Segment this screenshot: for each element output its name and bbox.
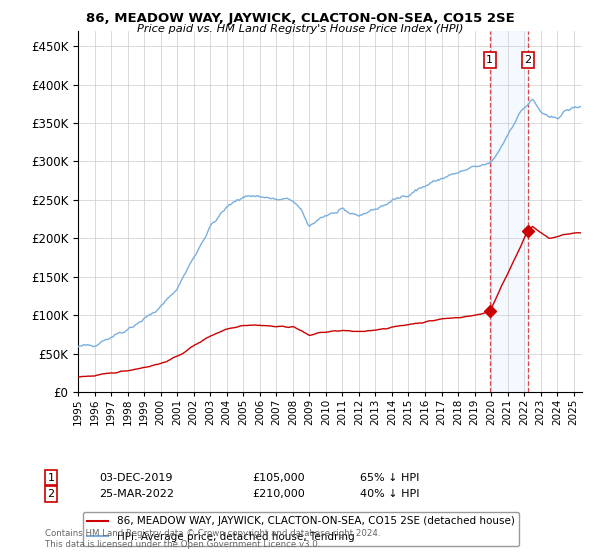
Text: Contains HM Land Registry data © Crown copyright and database right 2024.
This d: Contains HM Land Registry data © Crown c…	[45, 529, 380, 549]
Text: £210,000: £210,000	[252, 489, 305, 499]
Text: 40% ↓ HPI: 40% ↓ HPI	[360, 489, 419, 499]
Text: 65% ↓ HPI: 65% ↓ HPI	[360, 473, 419, 483]
Bar	[490, 31, 528, 392]
Text: 2: 2	[47, 489, 55, 499]
Legend: 86, MEADOW WAY, JAYWICK, CLACTON-ON-SEA, CO15 2SE (detached house), HPI: Average: 86, MEADOW WAY, JAYWICK, CLACTON-ON-SEA,…	[83, 512, 518, 545]
Text: 03-DEC-2019: 03-DEC-2019	[99, 473, 173, 483]
Text: 2: 2	[524, 55, 532, 65]
Text: 25-MAR-2022: 25-MAR-2022	[99, 489, 174, 499]
Text: 1: 1	[47, 473, 55, 483]
Text: 1: 1	[486, 55, 493, 65]
Text: 86, MEADOW WAY, JAYWICK, CLACTON-ON-SEA, CO15 2SE: 86, MEADOW WAY, JAYWICK, CLACTON-ON-SEA,…	[86, 12, 514, 25]
Text: Price paid vs. HM Land Registry's House Price Index (HPI): Price paid vs. HM Land Registry's House …	[137, 24, 463, 34]
Text: £105,000: £105,000	[252, 473, 305, 483]
